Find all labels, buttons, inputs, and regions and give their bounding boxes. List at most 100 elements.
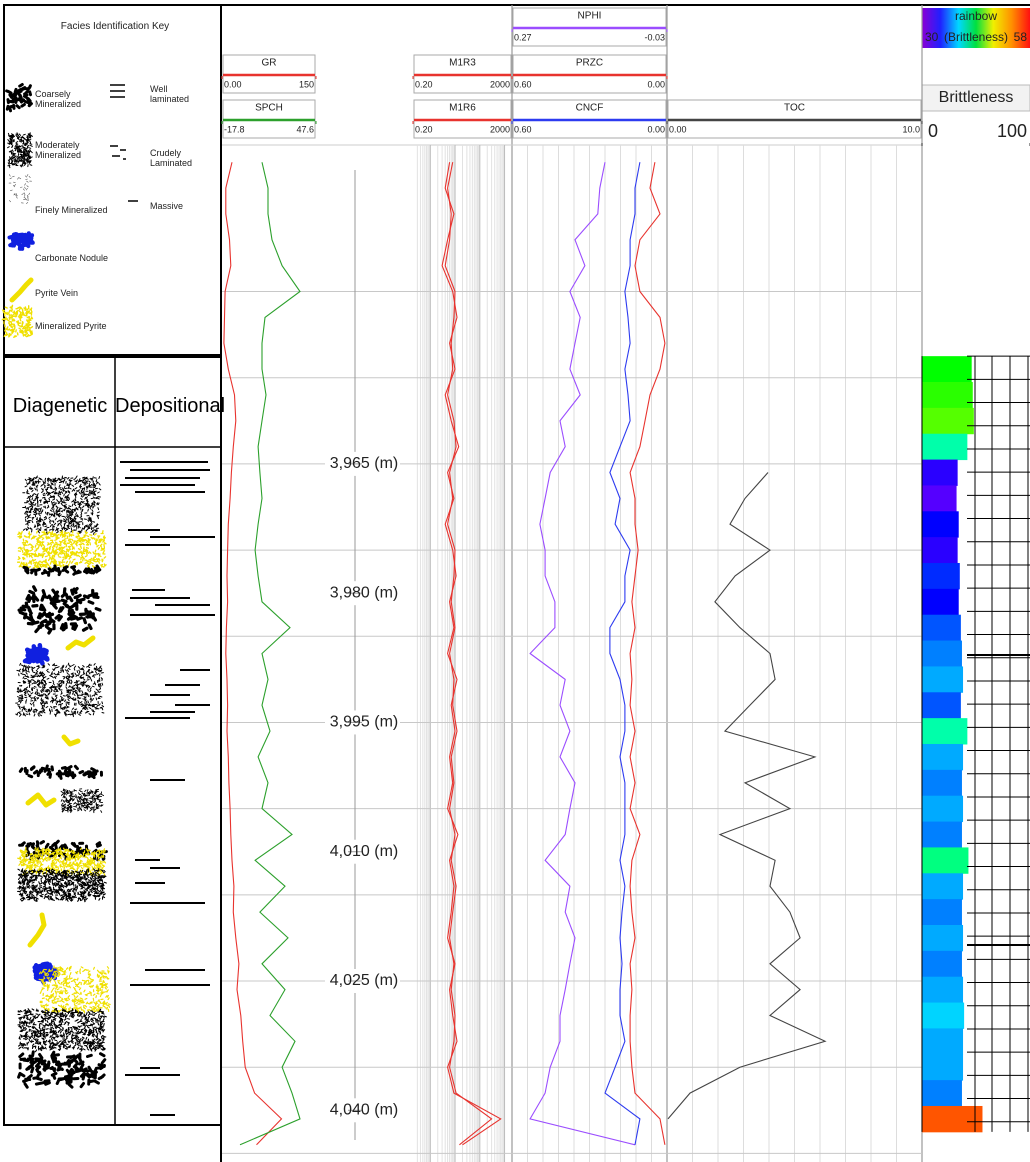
facies-pattern — [12, 280, 31, 300]
depth-label: 4,025 (m) — [330, 972, 398, 989]
log-curve — [530, 162, 635, 1145]
brittleness-bar — [922, 1106, 982, 1132]
legend-item: Well laminated — [150, 84, 195, 104]
facies-pattern — [23, 476, 101, 534]
legend-item: Crudely Laminated — [150, 148, 200, 168]
facies-pattern — [19, 587, 100, 633]
log-curve — [630, 162, 665, 1145]
legend-item: Pyrite Vein — [35, 288, 125, 298]
x-tick-label: 100 — [997, 121, 1027, 141]
brittleness-bar — [922, 1003, 964, 1029]
facies-pattern — [61, 789, 104, 813]
color-scale-label: (Brittleness) — [944, 30, 1008, 44]
facies-pattern — [20, 766, 101, 778]
curve-scale-label: 10.0 — [902, 124, 920, 134]
depth-label: 4,040 (m) — [330, 1102, 398, 1119]
depth-label: 3,995 (m) — [330, 714, 398, 731]
facies-pattern — [68, 638, 93, 648]
column-header: Depositional — [115, 395, 223, 418]
curve-scale-label: 0.00 — [647, 79, 665, 89]
brittleness-bar — [922, 408, 974, 434]
curve-name: CNCF — [576, 103, 604, 114]
curve-scale-label: 0.00 — [647, 124, 665, 134]
curve-scale-label: 0.00 — [669, 124, 687, 134]
brittleness-bar — [922, 356, 972, 382]
brittleness-bar — [922, 744, 963, 770]
curve-name: PRZC — [576, 58, 603, 69]
log-curve — [605, 162, 640, 1145]
facies-pattern — [7, 85, 32, 111]
x-tick-label: 0 — [928, 121, 938, 141]
curve-name: GR — [262, 58, 277, 69]
brittleness-bar — [922, 666, 963, 692]
brittleness-bar — [922, 718, 967, 744]
brittleness-bar — [922, 977, 963, 1003]
brittleness-bar — [922, 692, 961, 718]
brittleness-bar — [922, 537, 958, 563]
legend-item: Massive — [150, 201, 200, 211]
brittleness-bar — [922, 796, 963, 822]
curve-name: M1R6 — [449, 103, 476, 114]
brittleness-bar — [922, 770, 962, 796]
curve-scale-label: 0.20 — [415, 79, 433, 89]
brittleness-bar — [922, 1054, 963, 1080]
curve-scale-label: 0.20 — [415, 124, 433, 134]
brittleness-bar — [922, 485, 957, 511]
legend-frame — [4, 5, 1030, 1162]
legend-item: Moderately Mineralized — [35, 140, 93, 160]
curve-scale-label: 0.60 — [514, 124, 532, 134]
brittleness-bar — [922, 589, 959, 615]
log-curve — [240, 162, 300, 1145]
page: 3,965 (m)3,980 (m)3,995 (m)4,010 (m)4,02… — [0, 0, 1030, 1162]
curve-scale-label: 0.00 — [224, 79, 242, 89]
brittleness-bar — [922, 847, 968, 873]
curve-name: TOC — [784, 103, 805, 114]
brittleness-bar — [922, 382, 973, 408]
facies-pattern — [10, 233, 33, 249]
depth-label: 4,010 (m) — [330, 843, 398, 860]
facies-pattern — [28, 795, 54, 805]
curve-name: SPCH — [255, 103, 283, 114]
brittleness-bar — [922, 873, 963, 899]
brittleness-bar — [922, 951, 962, 977]
brittleness-bar — [922, 434, 967, 460]
brittleness-bar — [922, 563, 960, 589]
facies-pattern — [25, 645, 47, 663]
brittleness-bar — [922, 460, 958, 486]
color-scale-tick: 30 — [925, 30, 939, 44]
log-curve — [668, 473, 825, 1119]
legend-item: Coarsely Mineralized — [35, 89, 93, 109]
brittleness-bar — [922, 822, 962, 848]
track-name: Brittleness — [939, 89, 1014, 106]
color-scale-tick: 58 — [1014, 30, 1028, 44]
facies-pattern — [64, 737, 78, 744]
curve-scale-label: 150 — [299, 79, 314, 89]
well-log: 3,965 (m)3,980 (m)3,995 (m)4,010 (m)4,02… — [0, 0, 1030, 1162]
depth-label: 3,965 (m) — [330, 455, 398, 472]
facies-pattern — [8, 133, 33, 168]
legend-item: Finely Mineralized — [35, 205, 125, 215]
facies-pattern — [16, 663, 104, 716]
curve-scale-label: 2000 — [490, 79, 510, 89]
curve-scale-label: 47.6 — [296, 124, 314, 134]
brittleness-bar — [922, 925, 963, 951]
facies-pattern — [30, 915, 44, 945]
brittleness-bar — [922, 1028, 963, 1054]
curve-name: NPHI — [578, 11, 602, 22]
curve-scale-label: 0.27 — [514, 32, 532, 42]
legend-item: Carbonate Nodule — [35, 253, 125, 263]
color-scale-name: rainbow — [955, 9, 997, 23]
facies-pattern — [18, 531, 107, 570]
brittleness-bar — [922, 511, 959, 537]
facies-pattern — [9, 174, 32, 203]
column-header: Diagenetic — [5, 395, 115, 418]
facies-pattern — [2, 305, 32, 337]
brittleness-bar — [922, 1080, 962, 1106]
brittleness-bar — [922, 615, 961, 641]
legend-item: Mineralized Pyrite — [35, 321, 125, 331]
curve-name: M1R3 — [449, 58, 476, 69]
brittleness-bar — [922, 899, 962, 925]
facies-pattern — [19, 1052, 105, 1087]
curve-scale-label: -17.8 — [224, 124, 245, 134]
legend-title: Facies Identification Key — [20, 22, 210, 32]
